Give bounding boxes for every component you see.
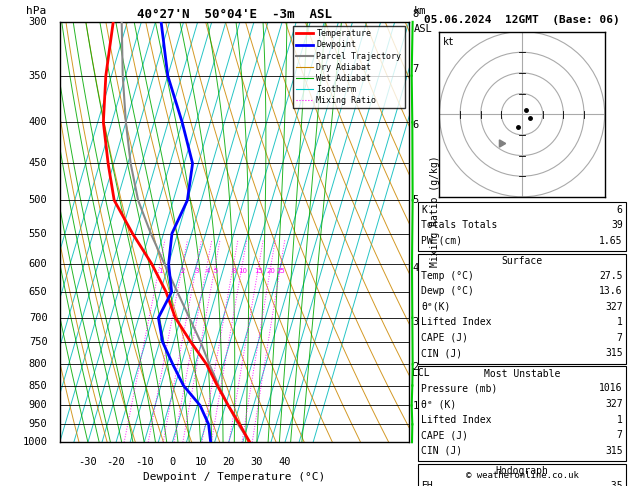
Text: 400: 400: [29, 117, 48, 127]
Text: 8: 8: [413, 9, 418, 18]
Text: 500: 500: [29, 195, 48, 205]
Text: 1000: 1000: [23, 437, 48, 447]
Text: 10: 10: [238, 268, 247, 274]
Text: EH: EH: [421, 481, 433, 486]
Text: Dewpoint / Temperature (°C): Dewpoint / Temperature (°C): [143, 472, 325, 482]
Text: 1: 1: [158, 268, 162, 274]
Text: 8: 8: [231, 268, 236, 274]
Text: 40: 40: [279, 457, 291, 467]
Text: 1.65: 1.65: [599, 236, 623, 246]
Text: 950: 950: [29, 419, 48, 429]
Text: CAPE (J): CAPE (J): [421, 430, 469, 440]
Text: Lifted Index: Lifted Index: [421, 317, 492, 328]
Text: 1016: 1016: [599, 383, 623, 394]
Text: 5: 5: [213, 268, 218, 274]
Text: 4: 4: [413, 263, 418, 273]
Text: 350: 350: [29, 70, 48, 81]
Text: 650: 650: [29, 287, 48, 297]
Text: Totals Totals: Totals Totals: [421, 220, 498, 230]
Text: 30: 30: [250, 457, 263, 467]
Text: Pressure (mb): Pressure (mb): [421, 383, 498, 394]
Text: -35: -35: [605, 481, 623, 486]
Text: 05.06.2024  12GMT  (Base: 06): 05.06.2024 12GMT (Base: 06): [424, 15, 620, 25]
Text: 450: 450: [29, 158, 48, 169]
Text: Most Unstable: Most Unstable: [484, 369, 560, 379]
Text: km: km: [414, 5, 426, 16]
Text: 800: 800: [29, 359, 48, 369]
Text: K: K: [421, 205, 427, 215]
Text: Surface: Surface: [501, 256, 543, 266]
Text: 5: 5: [413, 195, 418, 205]
Text: 300: 300: [29, 17, 48, 27]
Text: 750: 750: [29, 337, 48, 347]
Text: Temp (°C): Temp (°C): [421, 271, 474, 281]
Title: 40°27'N  50°04'E  -3m  ASL: 40°27'N 50°04'E -3m ASL: [136, 8, 332, 21]
Text: 25: 25: [277, 268, 286, 274]
Text: -20: -20: [107, 457, 125, 467]
Legend: Temperature, Dewpoint, Parcel Trajectory, Dry Adiabat, Wet Adiabat, Isotherm, Mi: Temperature, Dewpoint, Parcel Trajectory…: [293, 26, 404, 108]
Text: 850: 850: [29, 381, 48, 391]
Text: 4: 4: [205, 268, 209, 274]
Text: θᵉ (K): θᵉ (K): [421, 399, 457, 409]
Text: 15: 15: [255, 268, 264, 274]
Text: 27.5: 27.5: [599, 271, 623, 281]
Text: © weatheronline.co.uk: © weatheronline.co.uk: [465, 471, 579, 480]
Text: 550: 550: [29, 228, 48, 239]
Text: 10: 10: [194, 457, 207, 467]
Text: 1: 1: [617, 317, 623, 328]
Text: kt: kt: [443, 36, 455, 47]
Text: CAPE (J): CAPE (J): [421, 333, 469, 343]
Text: 3: 3: [195, 268, 199, 274]
Text: Mixing Ratio (g/kg): Mixing Ratio (g/kg): [430, 155, 440, 267]
Text: Lifted Index: Lifted Index: [421, 415, 492, 425]
Text: 1: 1: [413, 401, 418, 411]
Text: CIN (J): CIN (J): [421, 348, 462, 359]
Text: CIN (J): CIN (J): [421, 446, 462, 456]
Text: 900: 900: [29, 400, 48, 411]
Text: Dewp (°C): Dewp (°C): [421, 286, 474, 296]
Text: hPa: hPa: [26, 5, 46, 16]
Text: Hodograph: Hodograph: [496, 466, 548, 476]
Text: θᵉ(K): θᵉ(K): [421, 302, 451, 312]
Text: 6: 6: [413, 120, 418, 130]
Text: -30: -30: [79, 457, 97, 467]
Text: 7: 7: [617, 333, 623, 343]
Text: 2: 2: [413, 362, 418, 371]
Text: 327: 327: [605, 399, 623, 409]
Text: 315: 315: [605, 446, 623, 456]
Text: 20: 20: [267, 268, 276, 274]
Text: 13.6: 13.6: [599, 286, 623, 296]
Text: 700: 700: [29, 312, 48, 323]
Text: ASL: ASL: [414, 24, 433, 35]
Text: 327: 327: [605, 302, 623, 312]
Text: 1: 1: [617, 415, 623, 425]
Text: 7: 7: [413, 64, 418, 74]
Text: 7: 7: [617, 430, 623, 440]
Text: LCL: LCL: [413, 368, 430, 378]
Text: 600: 600: [29, 259, 48, 269]
Text: 315: 315: [605, 348, 623, 359]
Text: 2: 2: [181, 268, 185, 274]
Text: 0: 0: [169, 457, 175, 467]
Text: 39: 39: [611, 220, 623, 230]
Text: 3: 3: [413, 317, 418, 327]
Text: 20: 20: [223, 457, 235, 467]
Text: -10: -10: [135, 457, 153, 467]
Text: 6: 6: [617, 205, 623, 215]
Text: PW (cm): PW (cm): [421, 236, 462, 246]
